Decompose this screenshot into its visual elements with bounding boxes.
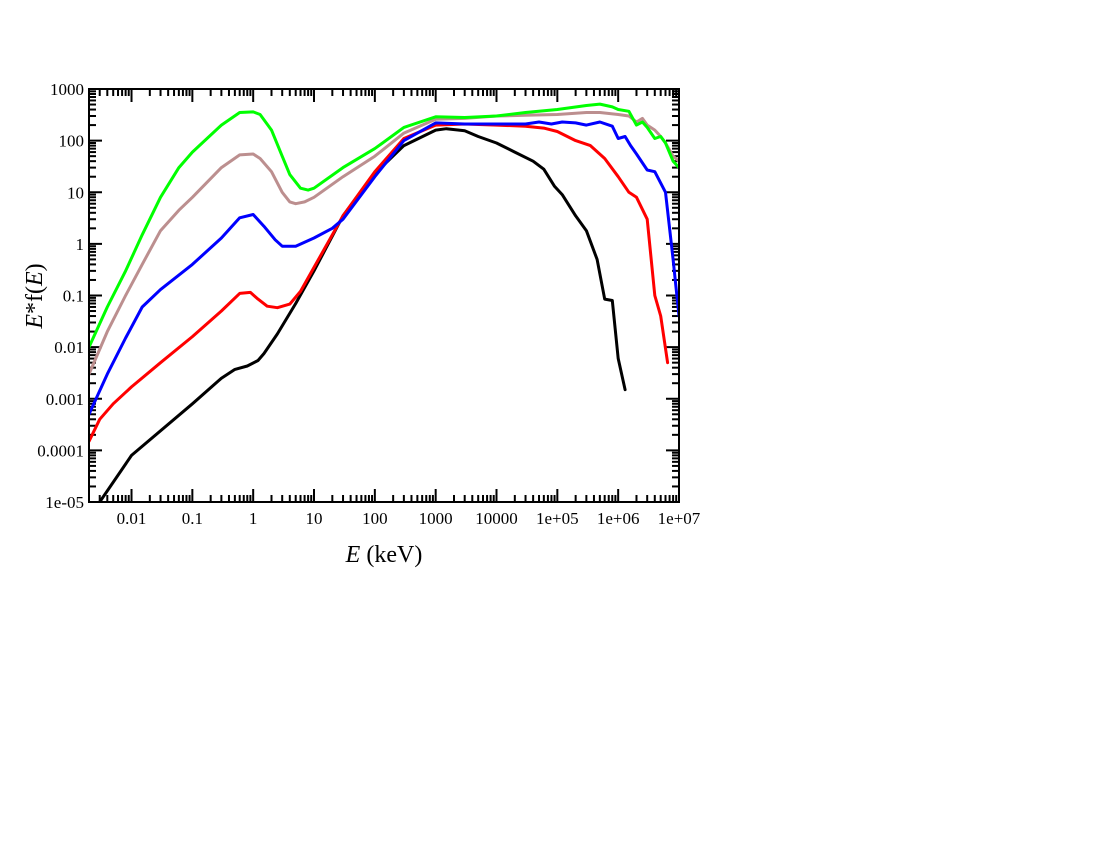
x-axis-title: E (keV): [345, 542, 423, 568]
x-tick-label: 10000: [475, 509, 518, 528]
plot-frame: [88, 88, 680, 503]
y-tick-labels: 1e-05 0.0001 0.001 0.01 0.1 1 10 100 1000: [37, 80, 84, 512]
y-tick-label: 0.001: [46, 390, 84, 409]
x-axis-title-unit: (keV): [360, 542, 422, 568]
series-line-2: [89, 122, 670, 443]
y-tick-label: 1000: [50, 80, 84, 99]
x-tick-label: 1e+07: [658, 509, 701, 528]
y-tick-label: 0.0001: [37, 441, 84, 460]
y-axis-title: E*f(E): [22, 263, 48, 329]
x-tick-label: 10: [306, 509, 323, 528]
x-tick-label: 1: [249, 509, 258, 528]
y-axis-title-var1: E: [22, 314, 48, 330]
x-tick-label: 100: [362, 509, 388, 528]
y-tick-label: 100: [59, 132, 85, 151]
x-tick-label: 1e+06: [597, 509, 640, 528]
x-tick-labels: 0.01 0.1 1 10 100 1000 10000 1e+05 1e+06 1e+07: [117, 509, 701, 528]
series-group: [89, 102, 679, 502]
x-tick-label: 0.01: [117, 509, 147, 528]
y-tick-label: 0.01: [54, 338, 84, 357]
series-line-5: [89, 102, 679, 349]
minor-ticks: [88, 89, 679, 502]
x-tick-label: 1e+05: [536, 509, 579, 528]
y-axis-title-end: ): [22, 263, 48, 271]
y-tick-label: 1e-05: [45, 493, 84, 512]
series-line-1: [98, 127, 627, 502]
y-tick-label: 1: [76, 235, 85, 254]
y-tick-label: 10: [67, 183, 84, 202]
y-tick-label: 0.1: [63, 287, 84, 306]
series-line-4: [89, 111, 679, 376]
x-tick-label: 0.1: [182, 509, 203, 528]
major-ticks: [89, 88, 680, 503]
y-axis-title-var2: E: [22, 271, 48, 287]
series-line-3: [89, 120, 679, 416]
x-axis-title-var: E: [345, 542, 361, 568]
x-tick-label: 1000: [419, 509, 453, 528]
y-axis-title-mid: *f(: [22, 286, 48, 314]
